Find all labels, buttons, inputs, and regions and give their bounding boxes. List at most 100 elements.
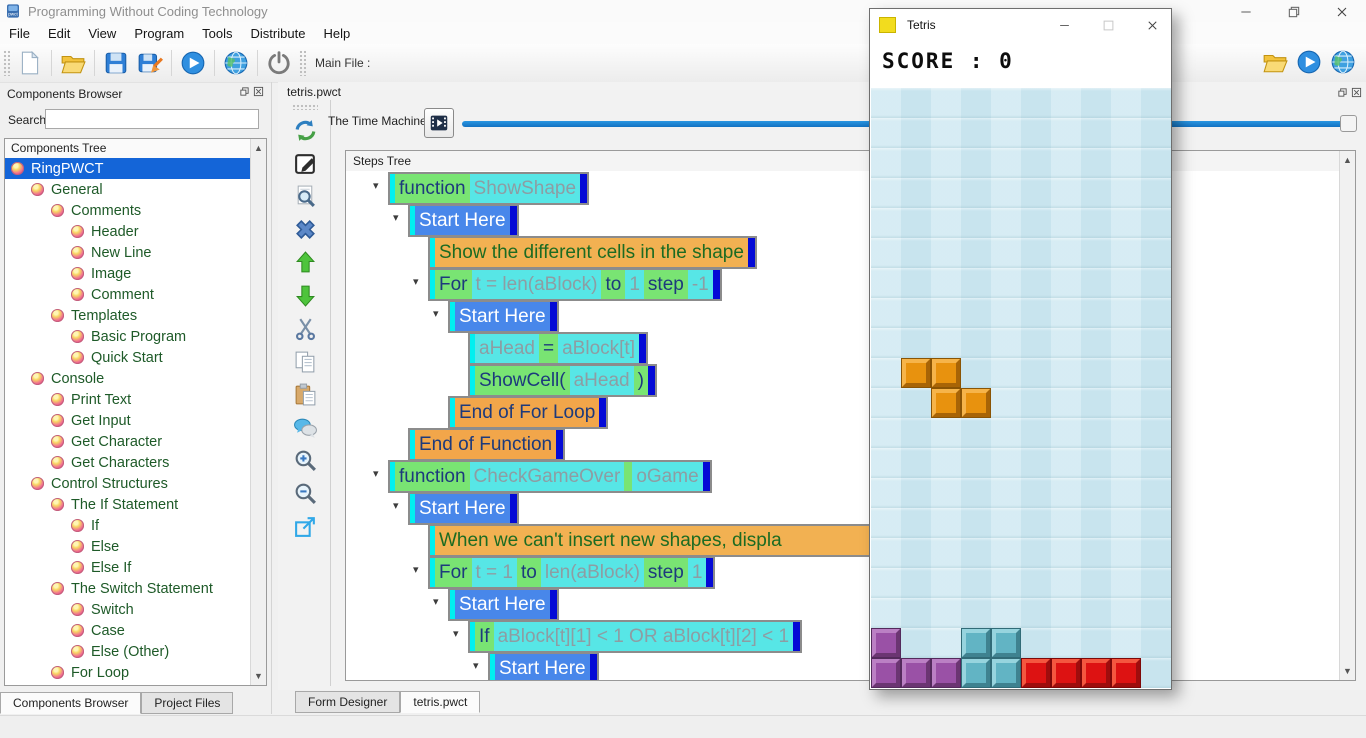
zoom-out-button[interactable]	[290, 481, 320, 507]
menu-distribute[interactable]: Distribute	[250, 25, 306, 41]
tab-form-designer[interactable]: Form Designer	[295, 691, 401, 713]
scroll-down-icon[interactable]: ▼	[1343, 666, 1352, 676]
step-node[interactable]: Start Here	[488, 652, 599, 680]
collapse-arrow-icon[interactable]: ▾	[413, 276, 419, 288]
tree-item-comments[interactable]: Comments	[5, 200, 250, 221]
tree-item-else[interactable]: Else	[5, 536, 250, 557]
tree-item-templates[interactable]: Templates	[5, 305, 250, 326]
tree-item-switch[interactable]: Switch	[5, 599, 250, 620]
tree-item-for-loop[interactable]: For Loop	[5, 662, 250, 683]
close-button[interactable]	[1318, 0, 1366, 24]
float-button[interactable]	[239, 86, 250, 100]
refresh-button[interactable]	[290, 118, 320, 144]
power-button[interactable]	[264, 48, 294, 78]
tab-components-browser[interactable]: Components Browser	[0, 692, 142, 714]
tree-item-comment[interactable]: Comment	[5, 284, 250, 305]
menu-view[interactable]: View	[88, 25, 117, 41]
collapse-arrow-icon[interactable]: ▾	[393, 500, 399, 512]
paste-button[interactable]	[290, 382, 320, 408]
step-node[interactable]: For t = len(aBlock) to 1 step -1	[428, 268, 722, 301]
step-node[interactable]: Start Here	[408, 492, 519, 525]
delete-button[interactable]	[290, 217, 320, 243]
open-folder-button[interactable]	[1260, 47, 1290, 77]
cut-button[interactable]	[290, 316, 320, 342]
step-node[interactable]: ShowCell(aHead)	[468, 364, 657, 397]
scroll-up-icon[interactable]: ▲	[1343, 155, 1352, 165]
restore-button[interactable]	[1270, 0, 1318, 24]
step-node[interactable]: When we can't insert new shapes, displa	[428, 524, 881, 557]
new-file-button[interactable]	[15, 48, 45, 78]
tree-item-quick-start[interactable]: Quick Start	[5, 347, 250, 368]
collapse-arrow-icon[interactable]: ▾	[393, 212, 399, 224]
tree-item-general[interactable]: General	[5, 179, 250, 200]
tree-item-get-characters[interactable]: Get Characters	[5, 452, 250, 473]
collapse-arrow-icon[interactable]: ▾	[453, 628, 459, 640]
globe-button[interactable]	[1328, 47, 1358, 77]
open-folder-button[interactable]	[58, 48, 88, 78]
panel-close-button[interactable]	[253, 86, 264, 100]
step-node[interactable]: End of For Loop	[448, 396, 609, 429]
tetris-titlebar[interactable]: Tetris	[870, 9, 1171, 41]
run-button[interactable]	[178, 48, 208, 78]
tetris-close-button[interactable]	[1139, 13, 1165, 37]
tree-item-header[interactable]: Header	[5, 221, 250, 242]
globe-button[interactable]	[221, 48, 251, 78]
tab-project-files[interactable]: Project Files	[141, 692, 234, 714]
step-node[interactable]: aHead = aBlock[t]	[468, 332, 648, 365]
tree-item-basic-program[interactable]: Basic Program	[5, 326, 250, 347]
move-up-button[interactable]	[290, 250, 320, 276]
search-input[interactable]	[45, 109, 259, 129]
tetris-minimize-button[interactable]	[1051, 13, 1077, 37]
step-node[interactable]: Show the different cells in the shape	[428, 236, 757, 269]
scroll-up-icon[interactable]: ▲	[254, 143, 263, 153]
menu-file[interactable]: File	[9, 25, 30, 41]
time-machine-play-button[interactable]	[424, 108, 454, 138]
menu-program[interactable]: Program	[134, 25, 185, 41]
tree-item-case[interactable]: Case	[5, 620, 250, 641]
tree-item-print-text[interactable]: Print Text	[5, 389, 250, 410]
step-node[interactable]: If aBlock[t][1] < 1 OR aBlock[t][2] < 1	[468, 620, 803, 653]
collapse-arrow-icon[interactable]: ▾	[433, 596, 439, 608]
tree-item-get-character[interactable]: Get Character	[5, 431, 250, 452]
tetris-board[interactable]	[871, 88, 1171, 688]
tree-item-control-structures[interactable]: Control Structures	[5, 473, 250, 494]
tetris-maximize-button[interactable]	[1095, 13, 1121, 37]
tree-item-else-other-[interactable]: Else (Other)	[5, 641, 250, 662]
step-node[interactable]: Start Here	[448, 588, 559, 621]
tree-item-console[interactable]: Console	[5, 368, 250, 389]
save-button[interactable]	[101, 48, 131, 78]
run-button[interactable]	[1294, 47, 1324, 77]
tree-item-the-switch-statement[interactable]: The Switch Statement	[5, 578, 250, 599]
scroll-down-icon[interactable]: ▼	[254, 671, 263, 681]
float-button[interactable]	[1337, 85, 1348, 103]
tree-item-get-input[interactable]: Get Input	[5, 410, 250, 431]
menu-help[interactable]: Help	[323, 25, 351, 41]
collapse-arrow-icon[interactable]: ▾	[473, 660, 479, 672]
edit-button[interactable]	[290, 151, 320, 177]
menu-tools[interactable]: Tools	[202, 25, 233, 41]
find-button[interactable]	[290, 184, 320, 210]
tree-item-image[interactable]: Image	[5, 263, 250, 284]
comments-button[interactable]	[290, 415, 320, 441]
tree-item-if[interactable]: If	[5, 515, 250, 536]
time-machine-slider-thumb[interactable]	[1340, 115, 1357, 132]
menu-edit[interactable]: Edit	[47, 25, 71, 41]
step-node[interactable]: function CheckGameOver oGame	[388, 460, 712, 493]
panel-close-button[interactable]	[1351, 85, 1362, 103]
tab-tetris-pwct[interactable]: tetris.pwct	[400, 691, 481, 713]
step-node[interactable]: End of Function	[408, 428, 566, 461]
tree-item-else-if[interactable]: Else If	[5, 557, 250, 578]
tree-item-new-line[interactable]: New Line	[5, 242, 250, 263]
components-tree-scrollbar[interactable]: ▲ ▼	[250, 139, 266, 685]
collapse-arrow-icon[interactable]: ▾	[373, 468, 379, 480]
zoom-in-button[interactable]	[290, 448, 320, 474]
step-node[interactable]: function ShowShape	[388, 172, 590, 205]
steps-tree-scrollbar[interactable]: ▲ ▼	[1339, 151, 1355, 680]
move-down-button[interactable]	[290, 283, 320, 309]
collapse-arrow-icon[interactable]: ▾	[373, 180, 379, 192]
step-node[interactable]: For t = 1 to len(aBlock) step 1	[428, 556, 716, 589]
save-as-button[interactable]	[135, 48, 165, 78]
collapse-arrow-icon[interactable]: ▾	[433, 308, 439, 320]
minimize-button[interactable]	[1222, 0, 1270, 24]
panel-splitter[interactable]	[271, 82, 272, 714]
